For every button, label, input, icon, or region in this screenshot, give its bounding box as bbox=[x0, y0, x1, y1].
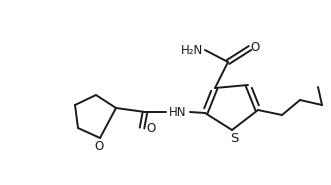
Text: O: O bbox=[146, 122, 156, 135]
Text: H₂N: H₂N bbox=[181, 43, 203, 56]
Text: S: S bbox=[230, 132, 238, 145]
Text: HN: HN bbox=[169, 105, 187, 119]
Text: O: O bbox=[94, 140, 104, 154]
Text: O: O bbox=[250, 41, 260, 53]
